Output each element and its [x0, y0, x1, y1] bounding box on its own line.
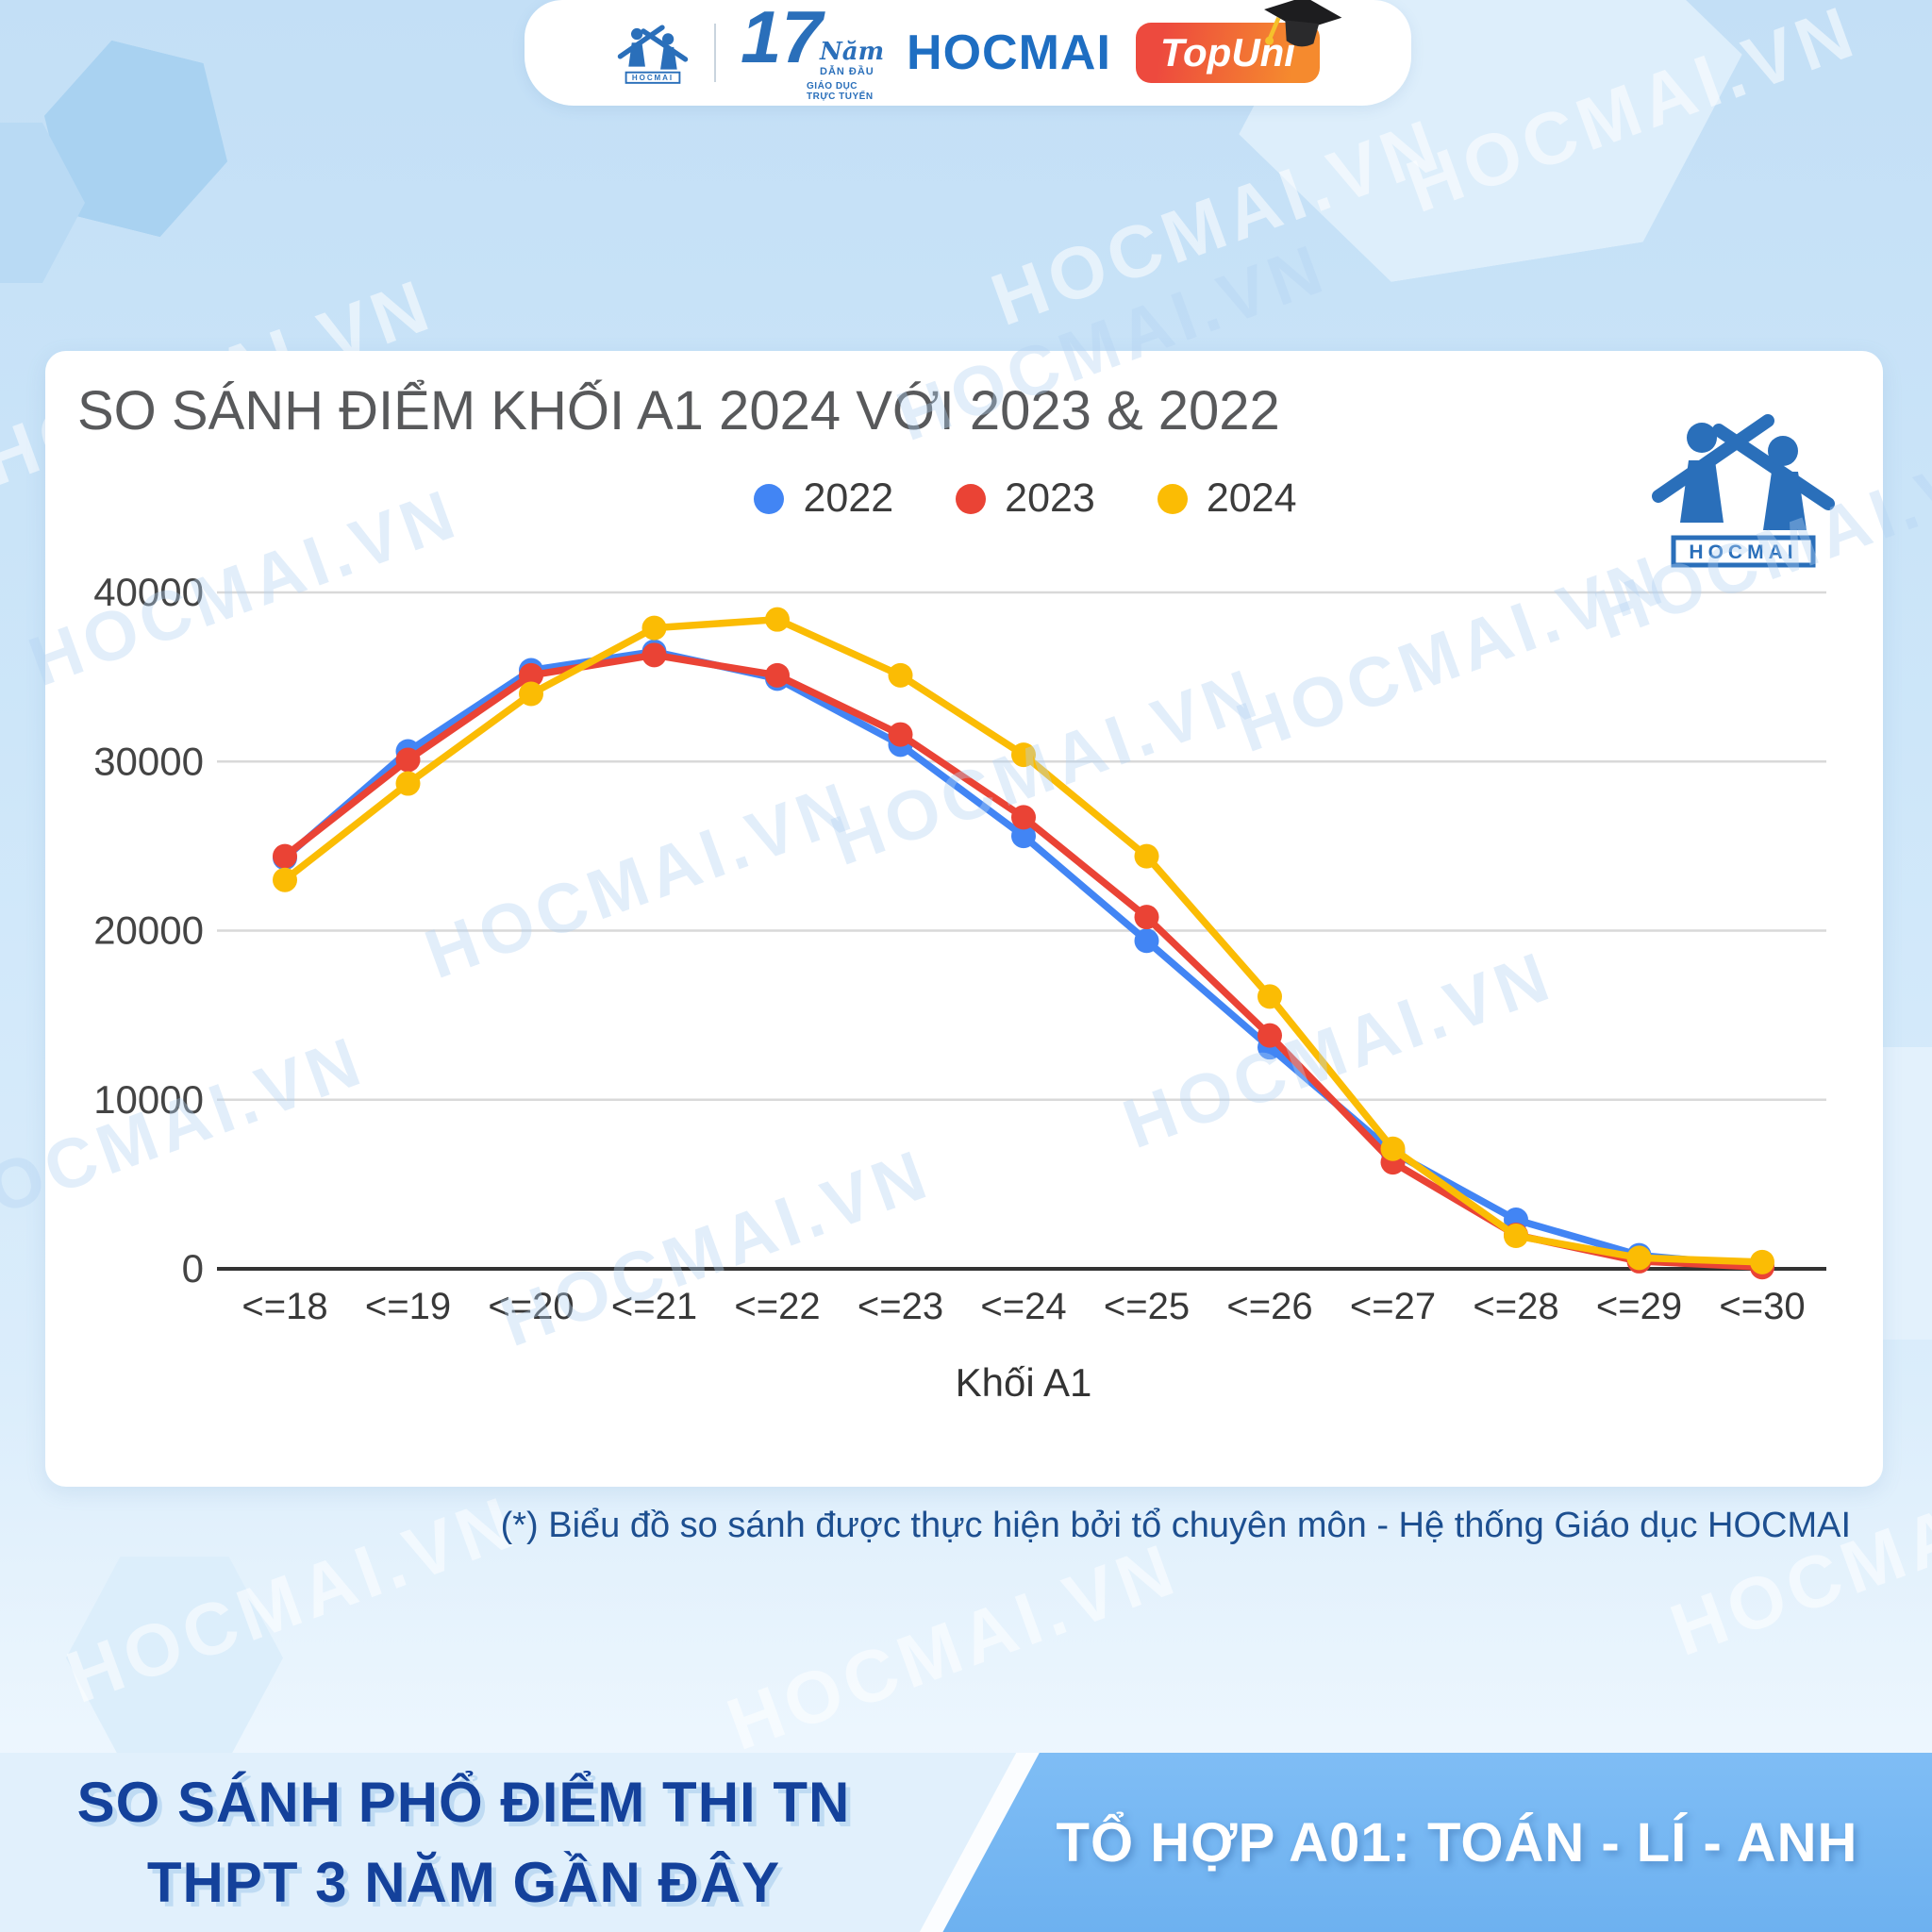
footer-band: SO SÁNH PHỔ ĐIỂM THI TN THPT 3 NĂM GẦN Đ…: [0, 1753, 1932, 1932]
header-divider: [714, 24, 717, 82]
x-tick-label: <=21: [611, 1286, 697, 1327]
data-point-2024: [1011, 742, 1036, 768]
anniversary-script: Năm: [820, 38, 885, 66]
data-point-2024: [273, 867, 297, 892]
footer-title: SO SÁNH PHỔ ĐIỂM THI TN THPT 3 NĂM GẦN Đ…: [0, 1753, 927, 1932]
data-point-2023: [641, 642, 667, 668]
logo-figure-body: [1680, 460, 1724, 523]
logo-figure-body: [660, 46, 677, 70]
x-axis-title: Khối A1: [956, 1360, 1092, 1405]
anniversary-line1: DẪN ĐẦU: [820, 66, 874, 77]
x-tick-label: <=24: [980, 1286, 1066, 1327]
x-tick-label: <=25: [1104, 1286, 1190, 1327]
legend-label: 2024: [1206, 475, 1297, 521]
x-tick-label: <=18: [242, 1286, 327, 1327]
x-tick-label: <=26: [1226, 1286, 1312, 1327]
y-tick-label: 0: [182, 1246, 204, 1291]
data-point-2023: [1257, 1023, 1282, 1048]
data-point-2023: [888, 722, 913, 747]
data-point-2024: [1626, 1245, 1652, 1271]
x-tick-label: <=28: [1473, 1286, 1558, 1327]
y-tick-label: 20000: [93, 908, 204, 953]
x-tick-label: <=19: [365, 1286, 451, 1327]
data-point-2022: [1011, 824, 1036, 849]
data-point-2023: [395, 747, 421, 773]
logo-box: [625, 71, 681, 84]
footer-title-line2: THPT 3 NĂM GẦN ĐÂY: [146, 1851, 781, 1914]
logo-figure-head: [1687, 423, 1717, 453]
x-tick-label: <=23: [858, 1286, 943, 1327]
data-point-2024: [641, 615, 667, 641]
data-point-2022: [1134, 928, 1159, 954]
logo-arm: [1712, 424, 1835, 510]
logo-figure-head: [662, 33, 675, 45]
logo-box-label: HOCMAI: [632, 74, 674, 82]
watermark-text: HOCMAI.VN: [716, 1526, 1190, 1766]
data-point-2023: [1134, 905, 1159, 930]
logo-box: [1671, 535, 1816, 568]
data-point-2024: [888, 662, 913, 688]
logo-figure-body: [628, 42, 645, 67]
footer-right-panel: [942, 1753, 1932, 1932]
logo-figure-body: [1763, 472, 1807, 530]
data-point-2023: [519, 662, 543, 688]
chart-source-caption: (*) Biểu đồ so sánh được thực hiện bởi t…: [500, 1506, 1851, 1545]
logo-box-label: HOCMAI: [1689, 541, 1797, 563]
chart-card: SO SÁNH ĐIỂM KHỐI A1 2024 VỚI 2023 & 202…: [45, 351, 1883, 1487]
logo-arm: [1652, 414, 1774, 503]
data-point-2024: [1504, 1224, 1528, 1249]
data-point-2023: [765, 662, 790, 688]
data-point-2024: [395, 771, 421, 796]
chart-legend: 2022 2023 2024: [45, 475, 1883, 522]
topuni-badge-label: TopUni: [1159, 30, 1295, 75]
x-tick-label: <=22: [734, 1286, 820, 1327]
x-tick-label: <=29: [1596, 1286, 1682, 1327]
data-point-2024: [1134, 843, 1159, 869]
data-point-2023: [273, 843, 297, 869]
topuni-badge: TopUni: [1135, 0, 1342, 83]
y-tick-label: 30000: [93, 739, 204, 783]
footer-title-line1: SO SÁNH PHỔ ĐIỂM THI TN: [76, 1770, 851, 1834]
series-line-2024: [281, 615, 1766, 1266]
y-tick-label: 10000: [93, 1077, 204, 1122]
anniversary-line2: GIÁO DỤC TRỰC TUYẾN: [807, 81, 874, 102]
hexagon-decoration: [66, 1557, 283, 1759]
logo-arm: [641, 28, 689, 62]
data-point-2024: [519, 681, 543, 707]
legend-item-2023: 2023: [956, 475, 1095, 522]
hocmai-logo: HOCMAI: [1652, 414, 1835, 568]
hocmai-logo-icon: HOCMAI: [617, 25, 689, 84]
logo-arm: [617, 25, 665, 59]
legend-dot-2023: [956, 483, 987, 514]
y-tick-label: 40000: [93, 570, 204, 614]
logo-figure-head: [1768, 436, 1798, 466]
legend-item-2022: 2022: [754, 475, 893, 522]
footer-left-panel: [0, 1753, 1017, 1932]
legend-dot-2022: [754, 483, 785, 514]
data-point-2024: [1380, 1136, 1406, 1161]
anniversary-number: 17: [741, 0, 823, 78]
footer-subject-combo: TỔ HỢP A01: TOÁN - LÍ - ANH: [1056, 1811, 1858, 1874]
header-brand-bar: HOCMAI 17 Năm DẪN ĐẦU GIÁO DỤC TRỰC TUYẾ…: [525, 0, 1411, 106]
x-tick-label: <=27: [1350, 1286, 1436, 1327]
line-chart: 0 10000 20000 30000 40000 <=18 <=19 <=20 <=21 <=2…: [93, 570, 1826, 1405]
x-tick-label: <=20: [488, 1286, 574, 1327]
data-point-2024: [765, 607, 790, 632]
legend-label: 2023: [1005, 475, 1095, 521]
legend-dot-2024: [1157, 483, 1188, 514]
data-point-2024: [1750, 1249, 1774, 1274]
swoosh-icon: [737, 26, 859, 88]
legend-item-2024: 2024: [1157, 475, 1297, 522]
brand-name: HOCMAI: [907, 25, 1111, 80]
graduation-cap-icon: [1264, 0, 1342, 47]
data-point-2023: [1011, 805, 1036, 830]
chart-title: SO SÁNH ĐIỂM KHỐI A1 2024 VỚI 2023 & 202…: [77, 380, 1280, 441]
x-tick-label: <=30: [1719, 1286, 1805, 1327]
legend-label: 2022: [803, 475, 894, 521]
anniversary-17-logo: 17 Năm DẪN ĐẦU GIÁO DỤC TRỰC TUYẾN: [737, 0, 885, 102]
data-point-2024: [1257, 984, 1282, 1009]
logo-figure-head: [631, 27, 643, 41]
